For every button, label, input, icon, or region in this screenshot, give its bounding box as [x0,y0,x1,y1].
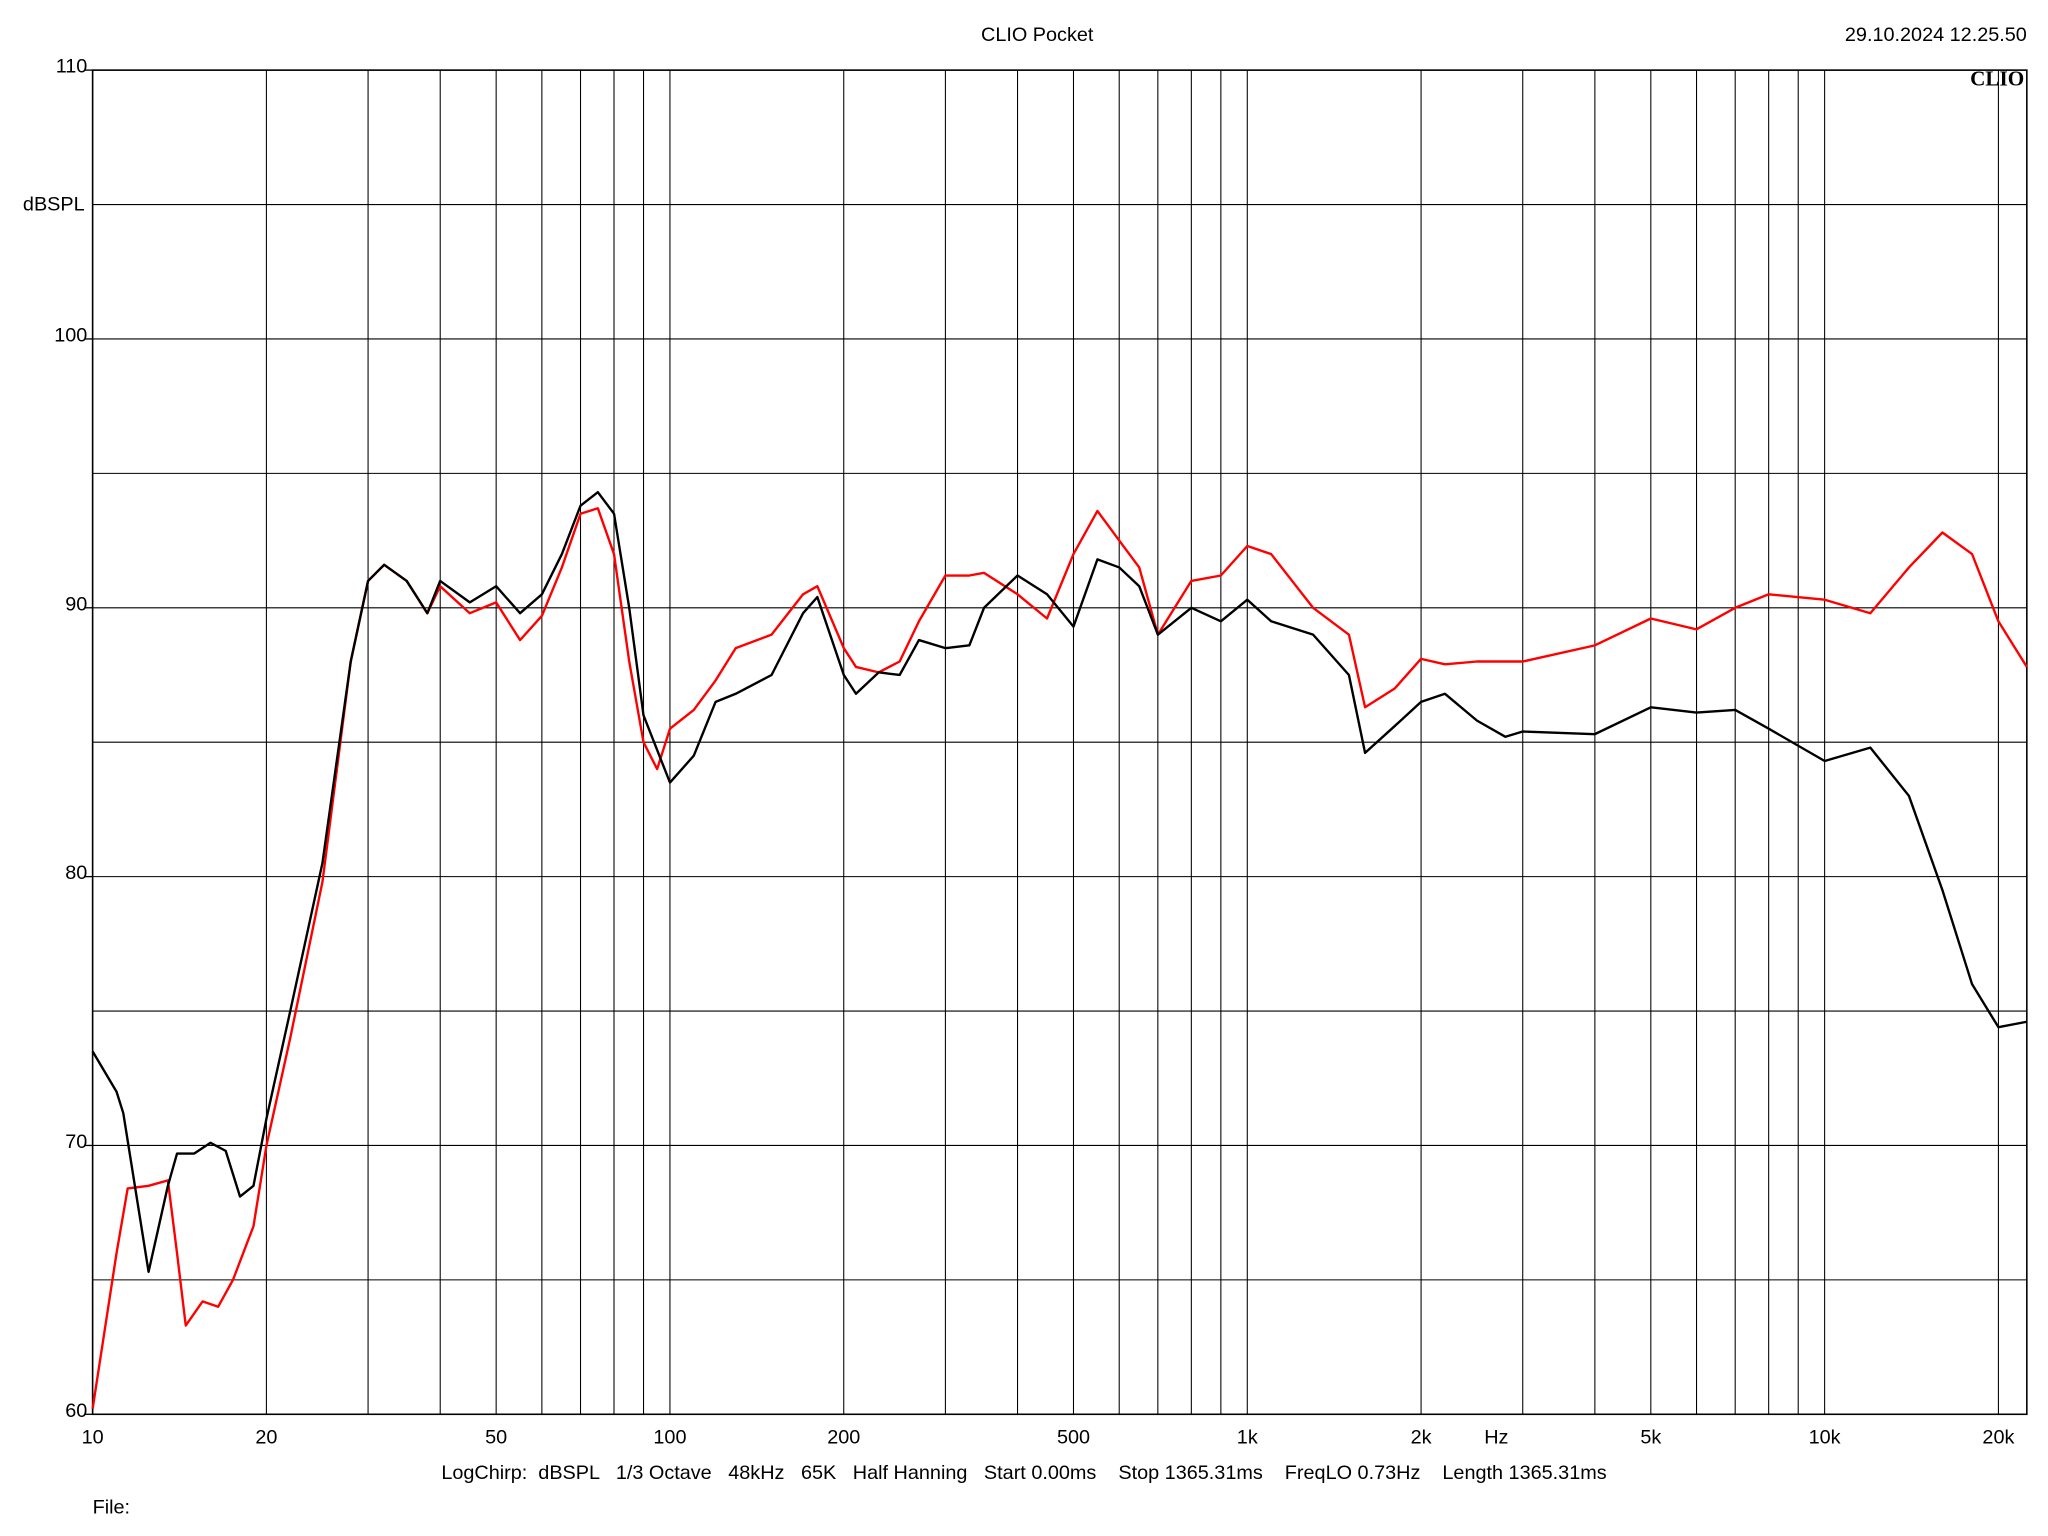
y-tick-label: 90 [65,593,87,615]
x-tick-label: 2k [1411,1426,1432,1448]
y-tick-label: 100 [54,325,87,347]
response-line [91,507,2028,1410]
plot-frame [91,69,2028,1416]
x-tick-label: 20 [255,1426,277,1448]
x-tick-label: 500 [1057,1426,1090,1448]
y-tick-label: 80 [65,862,87,884]
timestamp: 29.10.2024 12.25.50 [1845,24,2027,46]
footer: LogChirp: dBSPL 1/3 Octave 48kHz 65K Hal… [441,1462,1606,1484]
x-tick-label: 1k [1237,1426,1258,1448]
y-tick-label: 60 [65,1400,87,1422]
chart-title: CLIO Pocket [981,24,1094,46]
file-label: File: [93,1496,130,1518]
y-tick-label: 110 [56,56,88,78]
x-tick-label: 10 [82,1426,104,1448]
y-tick-label: 70 [65,1131,87,1153]
x-tick-label: 10k [1809,1426,1841,1448]
x-tick-label: 100 [653,1426,686,1448]
x-axis-label: Hz [1484,1426,1508,1448]
x-tick-label: 50 [485,1426,507,1448]
x-tick-label: 200 [827,1426,860,1448]
response-line [91,490,2028,1273]
x-tick-label: 20k [1982,1426,2014,1448]
x-tick-label: 5k [1640,1426,1661,1448]
y-axis-label: dBSPL [23,193,85,215]
